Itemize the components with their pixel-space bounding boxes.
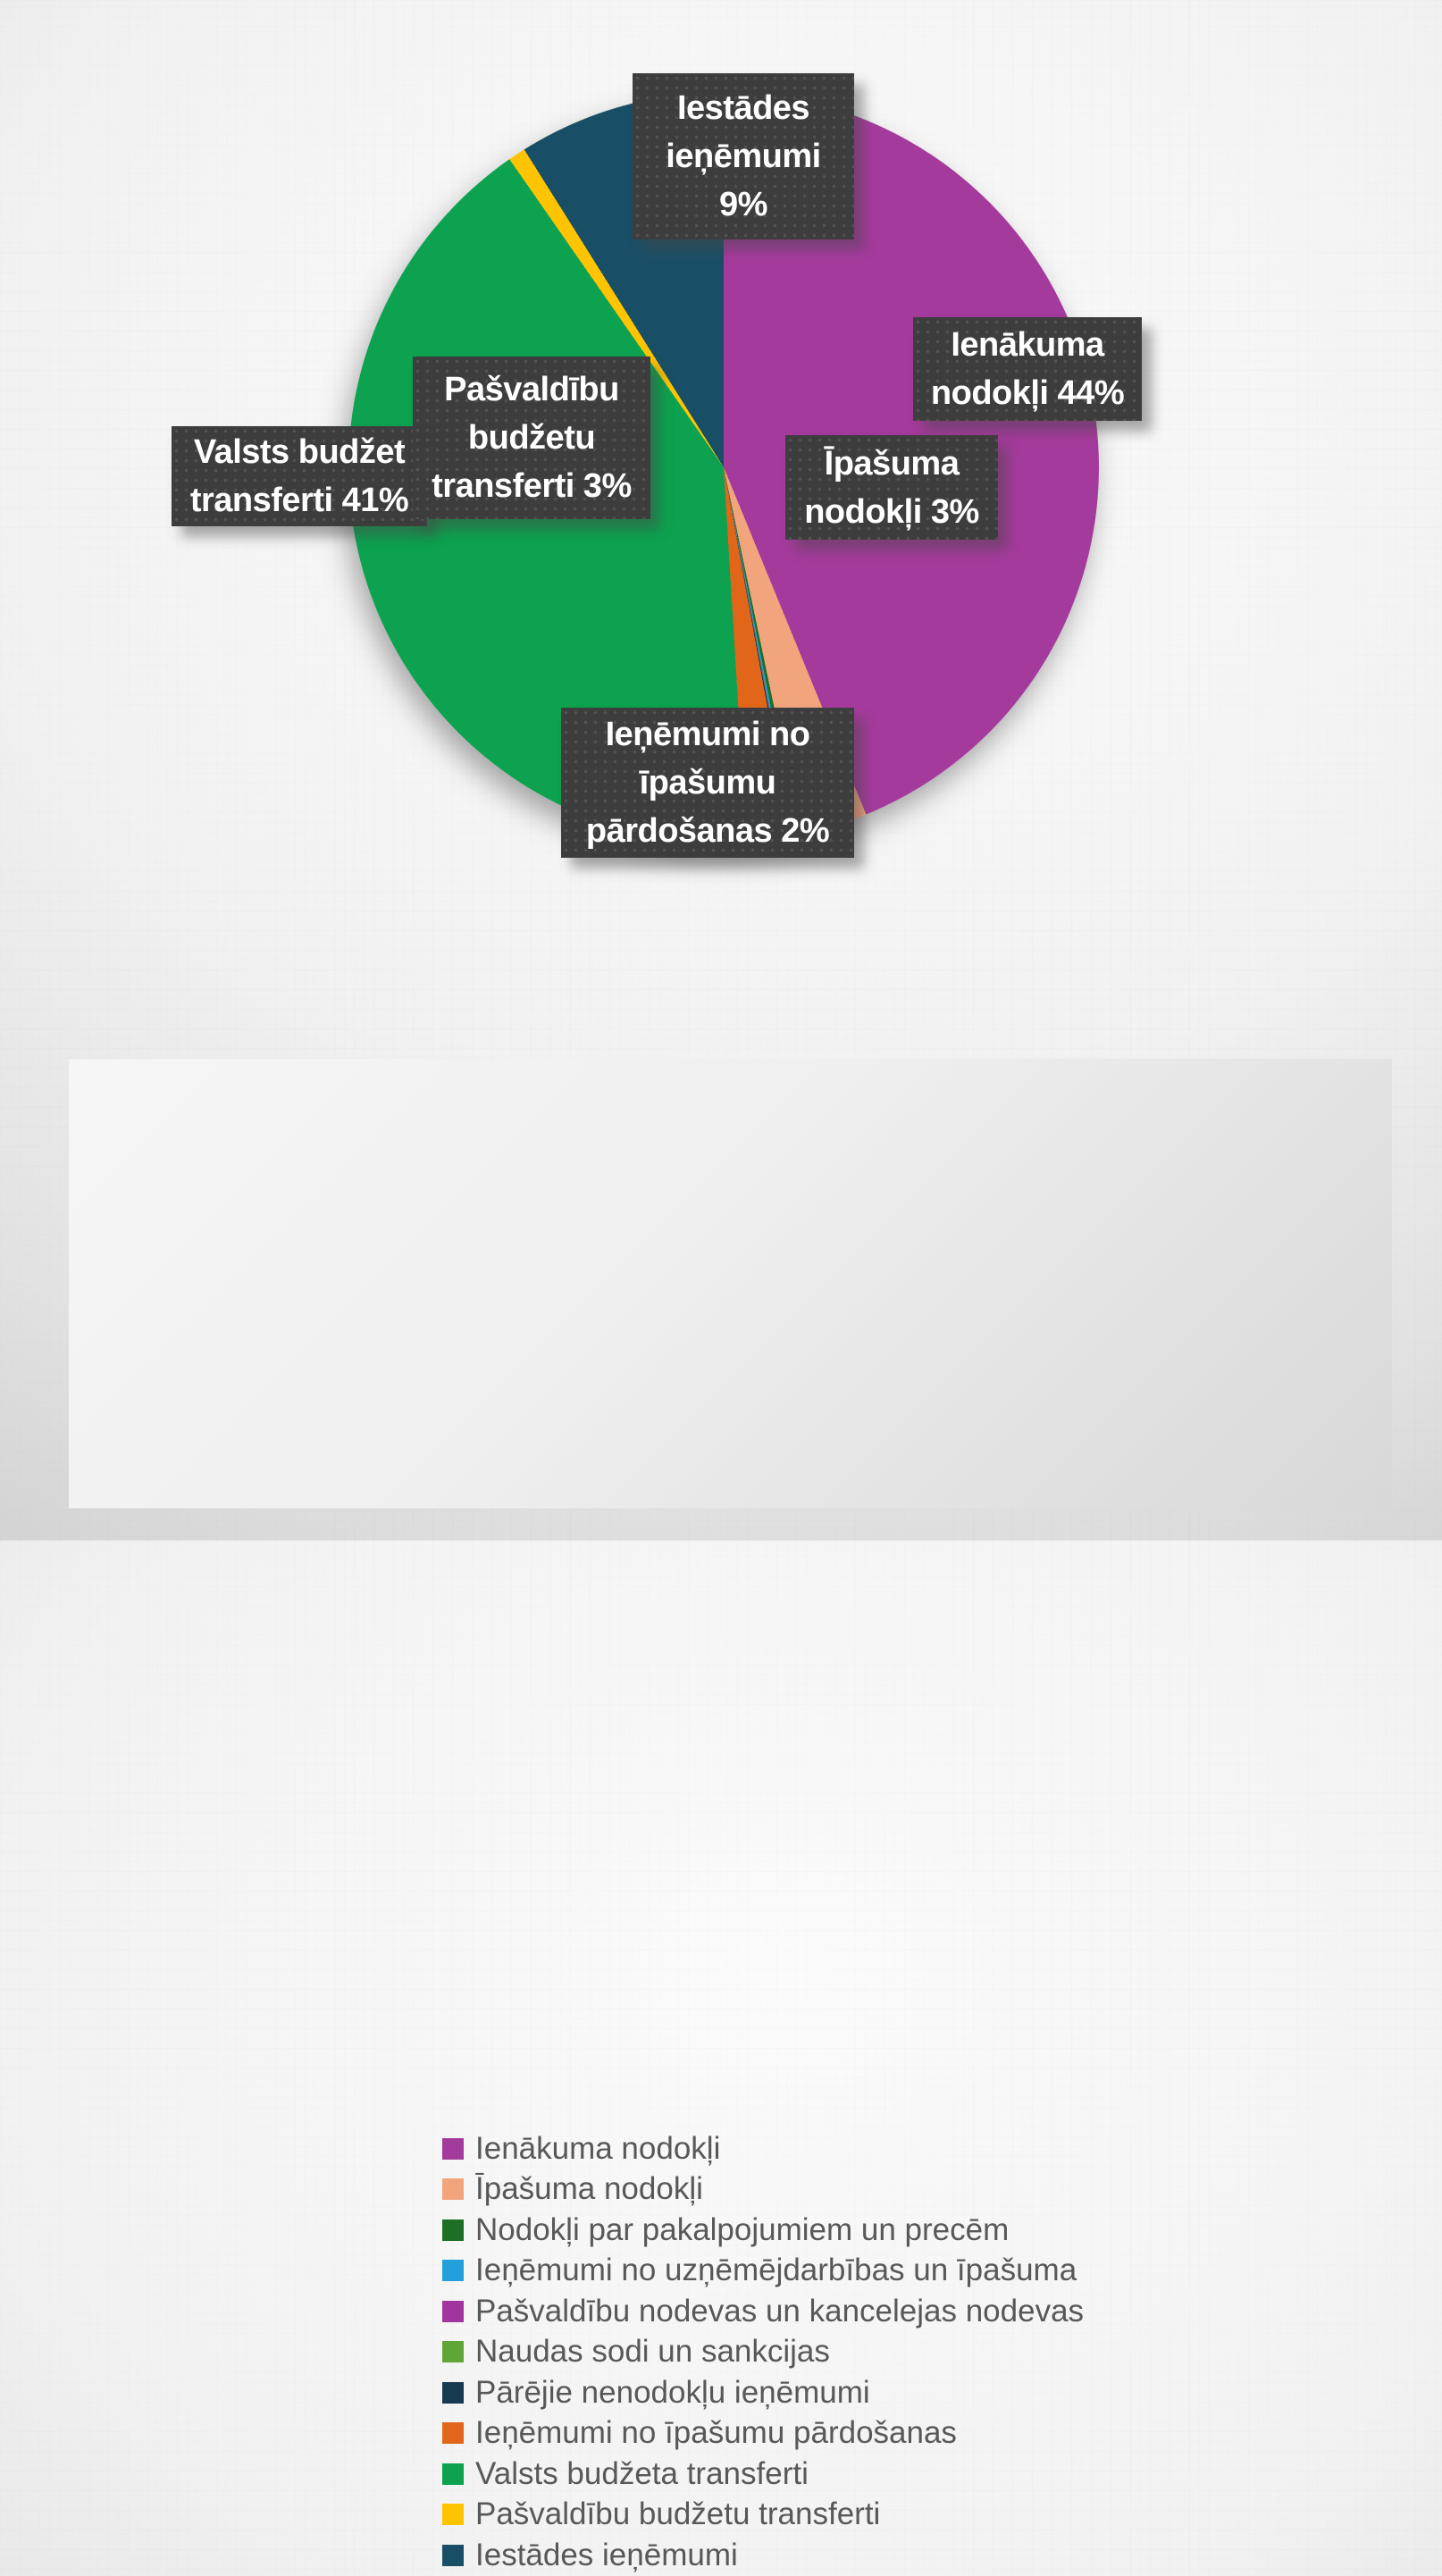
callout-line: ieņēmumi [666, 138, 821, 175]
legend-label: Īpašuma nodokļi [475, 2171, 703, 2207]
legend-label: Nodokļi par pakalpojumiem un precēm [475, 2211, 1010, 2247]
legend-item: Nodokļi par pakalpojumiem un precēm [442, 2210, 1084, 2251]
callout-line: transferti 3% [432, 467, 632, 505]
legend-label: Ieņēmumi no īpašumu pārdošanas [475, 2415, 957, 2451]
legend-swatch-icon [442, 2137, 464, 2160]
legend-swatch-icon [442, 2381, 464, 2404]
callout-valsts-budzeta-transferti: Valsts budžet transferti 41% [172, 426, 427, 526]
legend-label: Pašvaldību budžetu transferti [475, 2496, 881, 2532]
legend-item: Iestādes ieņēmumi [442, 2535, 1084, 2576]
legend-swatch-icon [442, 2422, 464, 2445]
legend-item: Ieņēmumi no uzņēmējdarbības un īpašuma [442, 2251, 1084, 2292]
callout-line: transferti 41% [189, 482, 409, 519]
callout-ipasuma-nodokli: Īpašuma nodokļi 3% [785, 435, 998, 540]
callout-ienakuma-nodokli: Ienākuma nodokļi 44% [913, 317, 1142, 421]
callout-line: Iestādes [676, 89, 810, 127]
callout-ienemumi-no-ipasumu-pardosanas: Ieņēmumi no īpašumu pārdošanas 2% [561, 708, 854, 858]
legend-item: Ienākuma nodokļi [442, 2128, 1084, 2169]
callout-iestades-ienemumi: Iestādes ieņēmumi 9% [633, 73, 854, 239]
callout-line: Valsts budžet [193, 433, 406, 471]
callout-line: pārdošanas 2% [585, 812, 830, 850]
legend-item: Ieņēmumi no īpašumu pārdošanas [442, 2413, 1084, 2454]
legend-list: Ienākuma nodokļi Īpašuma nodokļi Nodokļi… [442, 2128, 1084, 2576]
legend-item: Valsts budžeta transferti [442, 2454, 1084, 2495]
legend-swatch-icon [442, 2463, 464, 2485]
legend-swatch-icon [442, 2219, 464, 2241]
legend-item: Pārējie nenodokļu ieņēmumi [442, 2372, 1084, 2413]
legend-label: Iestādes ieņēmumi [475, 2537, 738, 2572]
callout-line: 9% [719, 186, 767, 223]
legend-swatch-icon [442, 2504, 464, 2526]
legend-label: Pārējie nenodokļu ieņēmumi [475, 2374, 870, 2410]
legend-label: Valsts budžeta transferti [475, 2455, 809, 2491]
legend: Ienākuma nodokļi Īpašuma nodokļi Nodokļi… [69, 1059, 1392, 2572]
legend-swatch-icon [442, 2341, 464, 2363]
callout-line: nodokļi 44% [930, 374, 1125, 412]
legend-label: Ieņēmumi no uzņēmējdarbības un īpašuma [475, 2253, 1077, 2288]
callout-line: Īpašuma [824, 444, 960, 482]
callout-line: nodokļi 3% [804, 492, 979, 531]
callout-line: budžetu [467, 419, 596, 457]
callout-line: īpašumu [639, 764, 776, 801]
legend-item: Pašvaldību nodevas un kancelejas nodevas [442, 2291, 1084, 2332]
legend-label: Pašvaldību nodevas un kancelejas nodevas [475, 2293, 1085, 2328]
legend-label: Naudas sodi un sankcijas [475, 2334, 830, 2370]
legend-swatch-icon [442, 2178, 464, 2201]
callout-line: Pašvaldību [444, 371, 619, 408]
legend-item: Naudas sodi un sankcijas [442, 2332, 1084, 2373]
legend-swatch-icon [442, 2544, 464, 2566]
legend-item: Pašvaldību budžetu transferti [442, 2495, 1084, 2536]
legend-item: Īpašuma nodokļi [442, 2169, 1084, 2211]
legend-swatch-icon [442, 2300, 464, 2322]
legend-label: Ienākuma nodokļi [475, 2130, 721, 2166]
chart-background: Iestādes ieņēmumi 9% Ienākuma nodokļi 44… [69, 73, 1392, 2572]
legend-swatch-icon [442, 2260, 464, 2282]
callout-pasvaldibu-budzetu-transferti: Pašvaldību budžetu transferti 3% [413, 357, 650, 519]
callout-line: Ieņēmumi no [605, 716, 810, 753]
callout-line: Ienākuma [951, 326, 1104, 364]
